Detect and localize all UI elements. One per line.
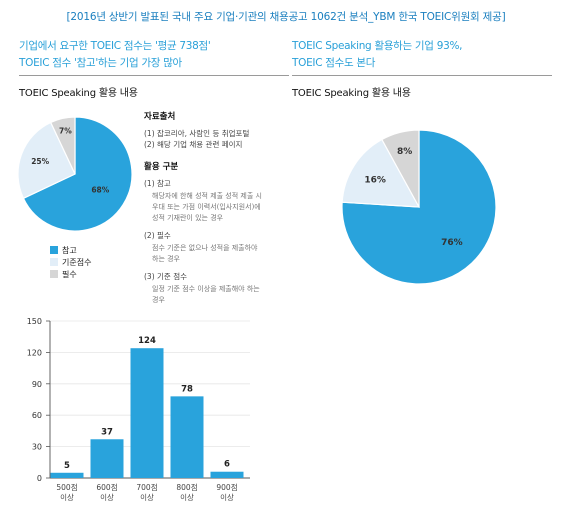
x-tick-label: 이상 (180, 492, 194, 502)
usage-item-label: (3) 기준 점수 (144, 272, 187, 281)
usage-title: 활용 구분 (144, 162, 179, 172)
usage-item-desc: 경우 (152, 296, 165, 304)
bar (170, 396, 204, 478)
y-tick-label: 30 (32, 443, 42, 452)
source-title: 자료출처 (144, 112, 176, 122)
pie-slice (341, 138, 421, 208)
left-headline: 기업에서 요구한 TOEIC 점수는 '평균 738점' TOEIC 점수 '참… (19, 38, 289, 72)
pie-slice (22, 116, 133, 232)
bar (210, 471, 244, 478)
pie-slice-label: 25% (31, 157, 49, 166)
bar-value-label: 6 (224, 460, 230, 470)
y-tick-label: 60 (32, 411, 42, 420)
usage-item-label: (1) 참고 (144, 179, 171, 188)
y-tick-label: 90 (32, 380, 42, 389)
left-headline-line1: 기업에서 요구한 TOEIC 점수는 '평균 738점' (19, 40, 211, 52)
legend-swatch (50, 258, 58, 266)
legend-item-required: 필수 (50, 268, 91, 280)
x-tick-label: 이상 (220, 492, 234, 502)
left-pie-chart: 68% 25% 7% (17, 116, 133, 232)
x-tick-label: 800점 (176, 482, 197, 492)
right-pie-chart: 76% 16% 8% (341, 129, 497, 285)
left-section-label: TOEIC Speaking 활용 내용 (19, 88, 138, 99)
pie-slice-label: 76% (441, 238, 463, 248)
right-section-label: TOEIC Speaking 활용 내용 (292, 88, 411, 99)
right-divider (292, 75, 552, 76)
pie-slice (381, 129, 420, 208)
source-item: (1) 잡코리아, 사람인 등 취업포털 (144, 129, 250, 138)
bar-value-label: 37 (101, 427, 113, 437)
right-headline: TOEIC Speaking 활용하는 기업 93%, TOEIC 점수도 본다 (292, 38, 552, 72)
left-headline-line2: TOEIC 점수 '참고'하는 기업 가장 많아 (19, 57, 182, 69)
x-tick-label: 500점 (56, 482, 77, 492)
x-tick-label: 900점 (216, 482, 237, 492)
x-tick-label: 이상 (140, 492, 154, 502)
right-headline-line2: TOEIC 점수도 본다 (292, 57, 376, 69)
bar-value-label: 5 (64, 461, 70, 471)
usage-item-label: (2) 필수 (144, 231, 171, 240)
bar (130, 348, 164, 478)
bar-value-label: 78 (181, 384, 193, 394)
pie-legend: 참고 기준점수 필수 (50, 244, 91, 280)
legend-label: 기준점수 (62, 257, 92, 267)
bar (90, 439, 124, 478)
x-tick-label: 600점 (96, 482, 117, 492)
legend-label: 필수 (62, 269, 77, 279)
pie-slice-label: 8% (397, 147, 412, 157)
x-tick-label: 이상 (100, 492, 114, 502)
y-tick-label: 150 (27, 317, 42, 326)
usage-item-desc: 점수 기준은 없으나 성적을 제출하야 (152, 244, 258, 252)
bar-chart: 03060901201505500점이상37600점이상124700점이상788… (27, 317, 250, 502)
right-headline-line1: TOEIC Speaking 활용하는 기업 93%, (292, 40, 463, 52)
pie-slice (49, 116, 76, 175)
pie-slice-label: 16% (364, 175, 386, 185)
source-item: (2) 해당 기업 채용 관련 페이지 (144, 140, 243, 149)
bar (50, 472, 84, 478)
usage-item-desc: 일정 기준 점수 이상을 제출해야 하는 (152, 285, 260, 293)
legend-item-reference: 참고 (50, 244, 91, 256)
y-tick-label: 0 (37, 474, 42, 483)
legend-item-criteria: 기준점수 (50, 256, 91, 268)
x-tick-label: 이상 (60, 492, 74, 502)
left-divider (19, 75, 289, 76)
usage-item-desc: 하는 경우 (152, 255, 180, 263)
bar-value-label: 124 (138, 336, 156, 346)
notes-panel: 자료출처 (1) 잡코리아, 사람인 등 취업포털 (2) 해당 기업 채용 관… (144, 110, 289, 306)
usage-item-desc: 해당자에 한해 성적 제출 성적 제출 시 (152, 192, 262, 200)
usage-item-desc: 성적 기재란이 있는 경우 (152, 214, 224, 222)
legend-label: 참고 (62, 245, 77, 255)
y-tick-label: 120 (27, 348, 42, 357)
usage-item-desc: 우대 또는 가점 이력서(입사지원서)에 (152, 203, 261, 211)
legend-swatch (50, 246, 58, 254)
legend-swatch (50, 270, 58, 278)
pie-slice-label: 68% (91, 186, 109, 195)
header-title: [2016년 상반기 발표된 국내 주요 기업·기관의 채용공고 1062건 분… (66, 11, 506, 23)
pie-slice (17, 121, 76, 200)
pie-slice-label: 7% (59, 127, 72, 136)
x-tick-label: 700점 (136, 482, 157, 492)
